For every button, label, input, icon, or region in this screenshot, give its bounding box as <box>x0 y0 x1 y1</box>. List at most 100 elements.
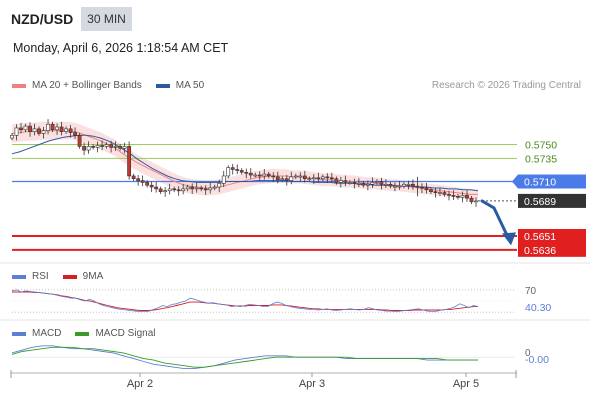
candle-up <box>14 127 19 136</box>
candle-up <box>298 175 303 178</box>
candle-down <box>131 175 136 180</box>
price-tag-label: 0.5710 <box>524 177 556 189</box>
candle-up <box>289 176 294 181</box>
price-tag-label: 0.5651 <box>524 231 556 243</box>
candle-down <box>127 146 132 177</box>
symbol-title: NZD/USD <box>11 11 74 27</box>
candle-down <box>230 167 235 170</box>
candle-down <box>316 177 321 180</box>
candle-down <box>154 186 159 190</box>
candle-down <box>140 180 145 183</box>
price-tag-support <box>518 242 586 257</box>
candle-up <box>460 195 465 198</box>
candle-down <box>429 189 433 192</box>
rsi-value-label: 40.30 <box>525 302 551 314</box>
candle-down <box>91 146 95 148</box>
candle-up <box>474 200 478 203</box>
candle-down <box>28 125 32 132</box>
rsi-line <box>11 289 479 313</box>
legend-label-macd-signal: MACD Signal <box>95 328 156 339</box>
candle-up <box>212 186 217 189</box>
candle-down <box>176 189 181 192</box>
candle-up <box>262 173 267 177</box>
candle-up <box>320 176 325 180</box>
legend-item-macd-signal: MACD Signal <box>75 328 155 339</box>
legend-item-ma50: MA 50 <box>155 80 205 91</box>
candle-down <box>149 184 154 188</box>
x-tick-label: Apr 3 <box>299 378 325 390</box>
candle-down <box>73 132 77 136</box>
candle-up <box>55 126 59 131</box>
candle-up <box>64 128 68 132</box>
price-tag-label: 0.5689 <box>524 196 556 208</box>
candle-down <box>59 126 64 132</box>
candle-down <box>82 146 86 151</box>
forecast-arrow-head <box>502 232 516 246</box>
candle-down <box>379 181 384 185</box>
candle-down <box>199 187 204 190</box>
candle-down <box>50 123 55 131</box>
legend-label-macd: MACD <box>32 328 62 339</box>
legend-label-9ma: 9MA <box>82 271 104 282</box>
interval-button[interactable]: 30 MIN <box>81 7 132 31</box>
candle-up <box>194 187 199 190</box>
macd-signal-line <box>11 346 478 368</box>
legend-label-ma50: MA 50 <box>175 80 205 91</box>
candle-up <box>384 183 388 186</box>
resistance-label: 0.5750 <box>525 140 557 152</box>
copyright-text: Research © 2026 Trading Central <box>431 80 581 91</box>
candle-up <box>374 181 379 183</box>
candle-up <box>41 130 46 134</box>
candle-down <box>172 188 177 191</box>
legend-swatch-9ma <box>62 274 77 279</box>
candle-down <box>343 180 348 183</box>
candle-down <box>420 186 424 189</box>
candle-up <box>338 180 343 183</box>
candle-up <box>356 183 361 185</box>
candle-up <box>122 146 127 149</box>
candle-down <box>100 145 104 147</box>
candle-down <box>465 195 469 199</box>
candle-down <box>248 172 253 176</box>
candle-down <box>239 170 244 173</box>
candle-down <box>109 144 114 148</box>
candle-up <box>253 174 258 177</box>
rsi-panel: 70 40.30 <box>0 286 590 321</box>
legend-swatch-rsi <box>12 274 26 279</box>
candle-up <box>23 125 28 131</box>
candle-up <box>113 146 118 148</box>
candle-down <box>158 188 163 192</box>
candle-up <box>221 175 226 184</box>
candle-up <box>438 192 442 194</box>
candle-down <box>424 187 429 191</box>
legend-swatch-macd-signal <box>75 331 90 336</box>
price-tag-label: 0.5636 <box>524 245 556 257</box>
candle-down <box>447 194 451 196</box>
candle-down <box>145 182 150 186</box>
chart-datetime: Monday, April 6, 2026 1:18:54 AM CET <box>13 41 229 55</box>
candle-up <box>208 187 213 191</box>
candle-up <box>185 186 190 190</box>
legend-item-macd: MACD <box>12 328 61 339</box>
candle-down <box>451 195 456 197</box>
x-tick-label: Apr 5 <box>453 378 479 390</box>
candle-up <box>226 167 231 177</box>
forecast-arrow-shaft <box>480 199 510 239</box>
candle-down <box>271 175 276 178</box>
candle-up <box>402 183 406 187</box>
rsi-legend: RSI 9MA <box>12 271 117 282</box>
candle-down <box>257 174 262 177</box>
candle-up <box>370 182 375 185</box>
legend-item-bollinger: MA 20 + Bollinger Bands <box>12 80 142 91</box>
candle-down <box>388 183 393 187</box>
resistance-label: 0.5735 <box>525 153 557 165</box>
candle-up <box>46 123 50 132</box>
candle-down <box>411 183 415 187</box>
candle-down <box>361 183 366 186</box>
candle-down <box>334 178 339 183</box>
price-tag-pointer <box>512 174 518 189</box>
candle-down <box>325 176 330 179</box>
macd-value-label: -0.00 <box>525 354 549 366</box>
candle-up <box>311 177 316 180</box>
